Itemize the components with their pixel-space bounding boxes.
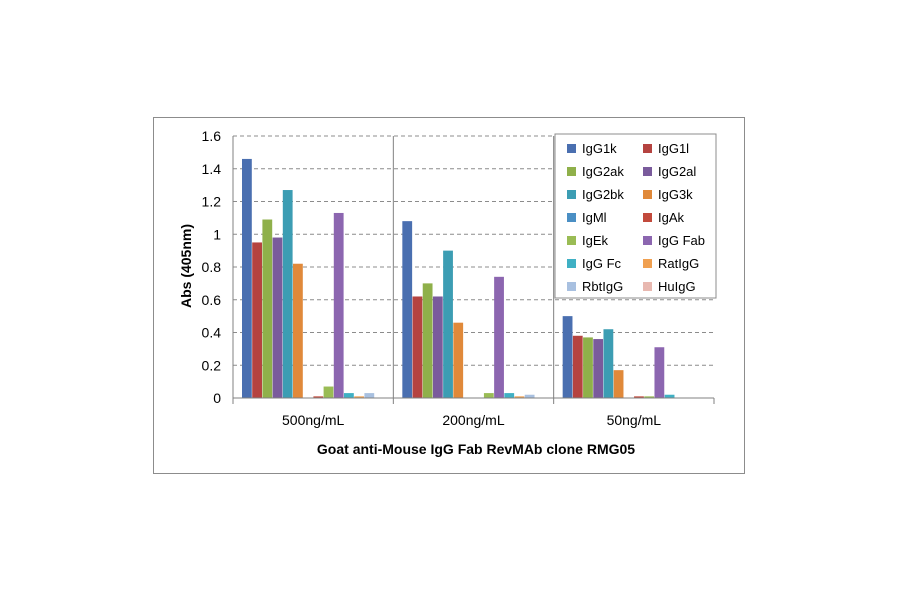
y-tick-label: 1.4 bbox=[202, 161, 222, 177]
legend-item: IgEk bbox=[567, 233, 609, 248]
bar-rbtigg bbox=[524, 394, 535, 398]
bar-igg3k bbox=[613, 370, 624, 398]
bar-igg2ak bbox=[422, 283, 433, 399]
bar-igg2ak bbox=[262, 219, 273, 398]
legend-swatch bbox=[643, 167, 652, 176]
x-axis-title: Goat anti-Mouse IgG Fab RevMAb clone RMG… bbox=[317, 441, 635, 457]
legend-label: IgG3k bbox=[658, 187, 693, 202]
axes bbox=[232, 136, 715, 404]
y-tick-label: 1.6 bbox=[202, 128, 222, 144]
legend-swatch bbox=[643, 144, 652, 153]
bar-igg2bk bbox=[603, 329, 614, 398]
legend-item: IgG1l bbox=[643, 141, 689, 156]
y-tick-label: 0.6 bbox=[202, 292, 222, 308]
legend-item: IgG Fab bbox=[643, 233, 705, 248]
bar-igg1k bbox=[242, 158, 252, 398]
legend-item: IgG2al bbox=[643, 164, 696, 179]
y-tick-label: 0.2 bbox=[202, 357, 222, 373]
x-tick-label: 200ng/mL bbox=[442, 412, 504, 428]
y-axis-title: Abs (405nm) bbox=[178, 224, 194, 308]
legend-swatch bbox=[643, 236, 652, 245]
bar-rbtigg bbox=[364, 393, 375, 398]
bar-igak bbox=[313, 396, 324, 398]
legend-item: IgAk bbox=[643, 210, 685, 225]
legend-label: IgAk bbox=[658, 210, 685, 225]
y-tick-label: 0.4 bbox=[202, 325, 222, 341]
x-tick-label: 50ng/mL bbox=[607, 412, 662, 428]
x-tick-labels: 500ng/mL 200ng/mL 50ng/mL bbox=[282, 412, 661, 428]
legend-item: IgMl bbox=[567, 210, 607, 225]
bar-igek bbox=[483, 393, 494, 398]
legend-swatch bbox=[567, 236, 576, 245]
bars bbox=[242, 158, 675, 399]
bar-igg2al bbox=[593, 339, 604, 398]
legend-item: IgG Fc bbox=[567, 256, 622, 271]
legend-label: HuIgG bbox=[658, 279, 696, 294]
y-tick-label: 0 bbox=[213, 390, 221, 406]
legend-item: IgG1k bbox=[567, 141, 617, 156]
y-tick-label: 1.2 bbox=[202, 194, 222, 210]
legend-item: RatIgG bbox=[643, 256, 699, 271]
y-tick-label: 0.8 bbox=[202, 259, 222, 275]
legend-swatch bbox=[567, 167, 576, 176]
bar-ratigg bbox=[514, 396, 525, 398]
bar-igek bbox=[323, 386, 334, 398]
legend-swatch bbox=[567, 144, 576, 153]
legend-label: IgG Fab bbox=[658, 233, 705, 248]
legend-item: IgG3k bbox=[643, 187, 693, 202]
bar-igg-fc bbox=[504, 393, 515, 398]
x-tick-label: 500ng/mL bbox=[282, 412, 344, 428]
bar-igg3k bbox=[453, 322, 464, 398]
legend-item: IgG2ak bbox=[567, 164, 624, 179]
bar-ratigg bbox=[354, 396, 364, 398]
legend-label: IgG2al bbox=[658, 164, 696, 179]
bar-igg-fc bbox=[344, 393, 354, 398]
bar-igg1k bbox=[562, 316, 573, 399]
bar-igg-fab bbox=[494, 276, 504, 398]
bar-igek bbox=[644, 396, 655, 398]
y-tick-labels: 0 0.2 0.4 0.6 0.8 1 1.2 1.4 1.6 bbox=[202, 128, 222, 406]
legend-label: IgMl bbox=[582, 210, 607, 225]
legend-swatch bbox=[643, 282, 652, 291]
legend: IgG1k IgG1l IgG2ak IgG2al IgG2bk IgG3k IgMl IgA… bbox=[554, 133, 717, 299]
legend-item: RbtIgG bbox=[567, 279, 623, 294]
bar-igg3k bbox=[293, 263, 303, 398]
bar-igg-fc bbox=[664, 394, 675, 398]
legend-label: RbtIgG bbox=[582, 279, 623, 294]
bar-igg2al bbox=[272, 237, 283, 398]
legend-label: RatIgG bbox=[658, 256, 699, 271]
bar-igg-fab bbox=[654, 347, 665, 398]
bar-igg2bk bbox=[443, 250, 453, 399]
bar-igg1l bbox=[412, 296, 423, 398]
legend-box bbox=[554, 133, 717, 299]
legend-item: IgG2bk bbox=[567, 187, 624, 202]
bar-igg2bk bbox=[282, 190, 293, 398]
legend-swatch bbox=[567, 259, 576, 268]
bar-igg2al bbox=[432, 296, 443, 398]
bar-igg1k bbox=[402, 221, 413, 398]
legend-item: HuIgG bbox=[643, 279, 696, 294]
bar-igg2ak bbox=[583, 337, 593, 398]
y-tick-label: 1 bbox=[213, 226, 221, 242]
bar-igg1l bbox=[252, 242, 262, 398]
bar-igak bbox=[634, 396, 644, 398]
legend-label: IgEk bbox=[582, 233, 609, 248]
legend-swatch bbox=[567, 190, 576, 199]
legend-label: IgG2ak bbox=[582, 164, 624, 179]
legend-label: IgG Fc bbox=[582, 256, 622, 271]
legend-swatch bbox=[567, 213, 576, 222]
bar-igg1l bbox=[572, 335, 583, 398]
legend-label: IgG2bk bbox=[582, 187, 624, 202]
legend-swatch bbox=[567, 282, 576, 291]
legend-swatch bbox=[643, 259, 652, 268]
legend-swatch bbox=[643, 190, 652, 199]
legend-swatch bbox=[643, 213, 652, 222]
legend-label: IgG1l bbox=[658, 141, 689, 156]
bar-igg-fab bbox=[333, 212, 344, 398]
legend-label: IgG1k bbox=[582, 141, 617, 156]
